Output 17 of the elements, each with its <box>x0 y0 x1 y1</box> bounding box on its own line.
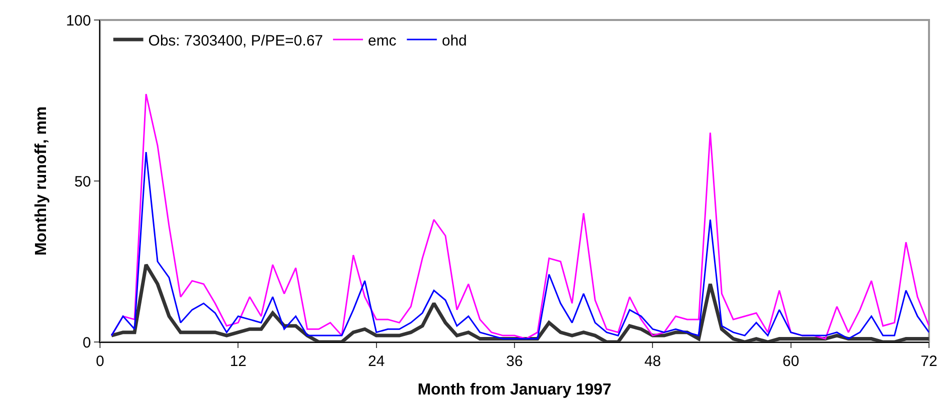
x-axis-title: Month from January 1997 <box>418 382 612 399</box>
legend-label: Obs: 7303400, P/PE=0.67 <box>148 32 324 50</box>
x-tick-label: 36 <box>506 353 523 370</box>
y-tick-label: 100 <box>66 12 91 30</box>
x-tick-label: 0 <box>96 353 104 370</box>
x-tick-label: 12 <box>230 353 247 370</box>
legend-label: ohd <box>442 32 467 50</box>
y-tick-label: 50 <box>74 173 91 190</box>
y-tick-label: 0 <box>82 334 91 352</box>
x-tick-label: 24 <box>368 353 385 370</box>
legend-label: emc <box>368 32 397 50</box>
line-series <box>110 262 929 342</box>
x-tick-label: 60 <box>782 353 800 370</box>
x-tick-label: 48 <box>644 353 662 370</box>
line-series <box>110 151 929 340</box>
x-tick-label: 72 <box>920 353 938 370</box>
y-axis-title: Monthly runoff, mm <box>32 106 50 256</box>
